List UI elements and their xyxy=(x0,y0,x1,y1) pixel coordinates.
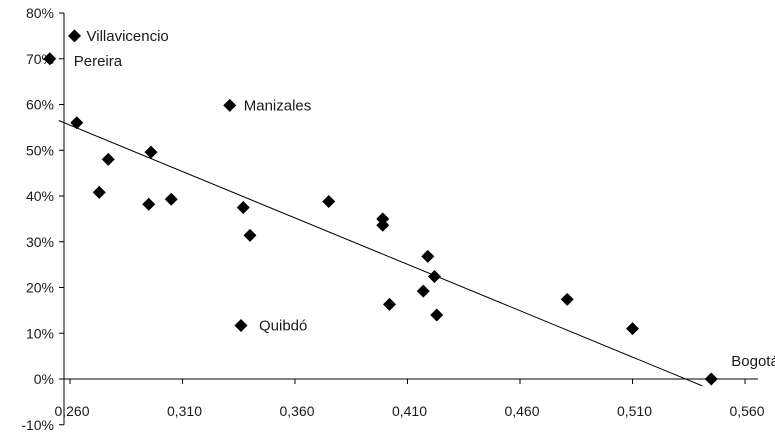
y-tick-label: -10% xyxy=(21,417,54,433)
data-point-marker xyxy=(164,192,178,206)
data-point-marker xyxy=(376,218,390,232)
data-point-marker xyxy=(70,116,84,130)
point-label: Pereira xyxy=(74,53,123,70)
x-tick-label: 0,260 xyxy=(54,403,89,419)
data-points xyxy=(43,29,718,386)
y-tick-label: 80% xyxy=(26,5,54,21)
data-point-marker xyxy=(223,98,237,112)
y-tick-label: 30% xyxy=(26,234,54,250)
data-point-marker xyxy=(243,228,257,242)
y-tick-label: 0% xyxy=(34,371,54,387)
x-tick-label: 0,310 xyxy=(167,403,202,419)
ticks: -10% 0% 10% 20% 30% 40% 50% 60% 70% 80% 0,260 0,310… xyxy=(21,5,764,433)
data-point-marker xyxy=(234,318,248,332)
y-tick-label: 10% xyxy=(26,325,54,341)
data-point-marker xyxy=(322,194,336,208)
data-point-marker xyxy=(560,292,574,306)
y-tick-label: 40% xyxy=(26,188,54,204)
data-point-marker xyxy=(92,185,106,199)
x-tick-label: 0,510 xyxy=(617,403,652,419)
trendline xyxy=(58,120,703,387)
y-tick-label: 60% xyxy=(26,97,54,113)
point-label: Manizales xyxy=(244,97,312,114)
point-label: Bogotá xyxy=(731,353,775,370)
y-tick-label: 50% xyxy=(26,142,54,158)
data-point-marker xyxy=(416,284,430,298)
x-tick-label: 0,460 xyxy=(504,403,539,419)
data-point-marker xyxy=(704,372,718,386)
trendline-group xyxy=(58,120,703,387)
data-point-marker xyxy=(421,249,435,263)
x-tick-label: 0,360 xyxy=(279,403,314,419)
data-point-marker xyxy=(144,145,158,159)
data-point-marker xyxy=(43,52,57,66)
data-point-marker xyxy=(626,322,639,336)
data-point-marker xyxy=(236,200,250,214)
data-point-marker xyxy=(68,29,81,43)
point-label: Quibdó xyxy=(259,317,307,334)
axes xyxy=(63,13,758,425)
y-tick-label: 20% xyxy=(26,280,54,296)
x-tick-label: 0,560 xyxy=(729,403,764,419)
data-point-marker xyxy=(142,197,156,211)
data-point-marker xyxy=(101,152,115,166)
data-point-marker xyxy=(428,270,441,284)
y-tick-label: 70% xyxy=(26,51,54,67)
point-label: Villavicencio xyxy=(87,28,169,45)
x-tick-label: 0,410 xyxy=(392,403,427,419)
point-labels: Pereira Villavicencio Manizales Quibdó Bogot… xyxy=(74,28,775,370)
data-point-marker xyxy=(430,308,444,322)
data-point-marker xyxy=(383,297,396,311)
